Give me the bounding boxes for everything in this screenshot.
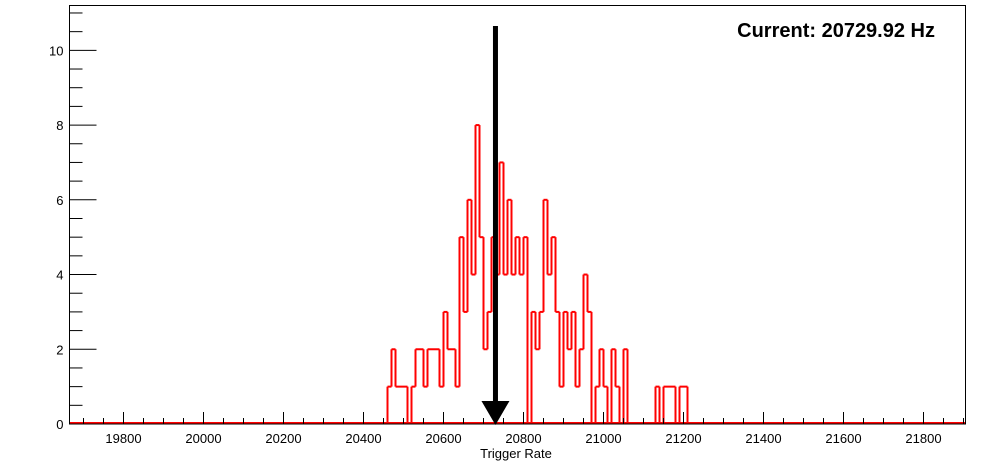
x-tick-label: 21400 bbox=[745, 431, 781, 446]
x-tick-label: 21200 bbox=[665, 431, 701, 446]
y-axis: 0 2 4 6 8 10 bbox=[49, 12, 97, 432]
histogram-bars bbox=[69, 124, 966, 424]
chart-title: Current: 20729.92 Hz bbox=[737, 20, 935, 42]
y-tick-label: 4 bbox=[56, 268, 63, 283]
x-tick-label: 20800 bbox=[505, 431, 541, 446]
x-tick-label: 20600 bbox=[425, 431, 461, 446]
y-tick-label: 2 bbox=[56, 342, 63, 357]
x-tick-label: 21600 bbox=[825, 431, 861, 446]
current-value-arrow bbox=[481, 26, 510, 425]
y-tick-label: 10 bbox=[49, 43, 63, 58]
x-axis-label: Trigger Rate bbox=[480, 446, 552, 461]
x-tick-label: 21800 bbox=[905, 431, 941, 446]
x-tick-label: 20200 bbox=[265, 431, 301, 446]
x-tick-label: 21000 bbox=[585, 431, 621, 446]
arrow-head-icon bbox=[481, 401, 510, 425]
y-tick-label: 6 bbox=[56, 193, 63, 208]
x-axis: 19800 20000 20200 20400 20600 20800 21000 21200… bbox=[83, 412, 964, 446]
x-tick-label: 20000 bbox=[185, 431, 221, 446]
plot-frame bbox=[69, 5, 966, 425]
x-tick-label: 19800 bbox=[105, 431, 141, 446]
x-tick-label: 20400 bbox=[345, 431, 381, 446]
y-tick-label: 8 bbox=[56, 118, 63, 133]
y-tick-label: 0 bbox=[56, 417, 63, 432]
